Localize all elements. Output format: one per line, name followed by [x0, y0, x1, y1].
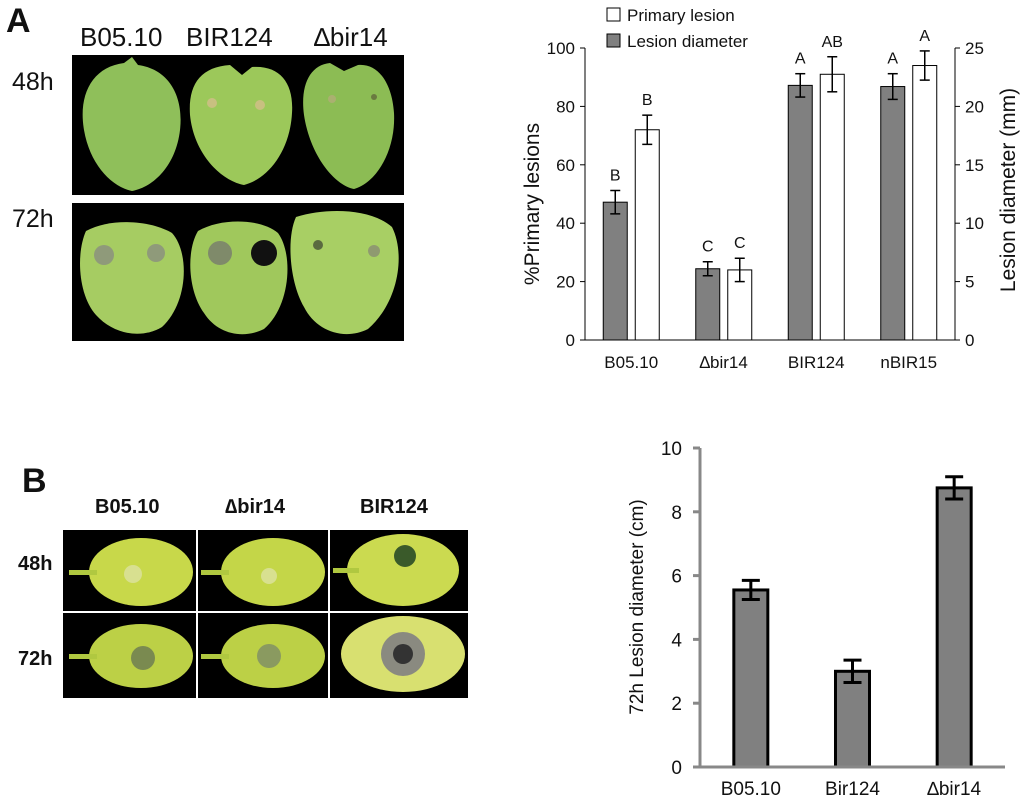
photo-b-col-1: B05.10 [95, 496, 160, 518]
chart-a-bar [695, 268, 721, 341]
panel-b-letter: B [22, 462, 47, 500]
legend-label-lesion-diameter: Lesion diameter [627, 32, 748, 51]
chart-a-y2tick-label: 0 [965, 331, 974, 350]
chart-a-y2tick-label: 25 [965, 39, 984, 58]
chart-b-ytick-label: 0 [671, 758, 682, 779]
chart-a-ytick-label: 20 [556, 273, 575, 292]
chart-a-y2label: Lesion diameter (mm) [997, 88, 1020, 292]
chart-b-xtick-label: B05.10 [721, 779, 781, 800]
chart-a-ytick-label: 60 [556, 156, 575, 175]
chart-b-ytick-label: 8 [671, 503, 682, 524]
chart-a-significance-letter: C [702, 239, 714, 256]
chart-b-ytick-label: 4 [671, 630, 682, 651]
chart-a-significance-letter: B [610, 167, 621, 184]
chart-a-y2tick-label: 20 [965, 97, 984, 116]
photo-b-col-3: BIR124 [360, 496, 428, 518]
photo-a-row-1: 48h [12, 68, 54, 96]
photo-b-row-1: 48h [18, 553, 53, 575]
legend-swatch-lesion-diameter [606, 33, 621, 48]
chart-a-xtick-label: B05.10 [604, 353, 658, 372]
chart-b-bar [732, 588, 770, 769]
chart-b: 0 2 4 6 8 10 B05.10 Bir124 ∆bir14 72h Lesion dia… [627, 439, 1005, 800]
leaf-photo-grid-b [63, 530, 468, 698]
photo-a-col-3: ∆bir14 [314, 22, 388, 52]
chart-a-ylabel: %Primary lesions [521, 123, 544, 285]
chart-a-bar [602, 201, 628, 341]
chart-a-significance-letter: C [734, 235, 746, 252]
chart-a-significance-letter: A [919, 28, 930, 45]
chart-a-ytick-label: 80 [556, 97, 575, 116]
photo-b-col-2: ∆bir14 [225, 496, 286, 518]
chart-b-xtick-label: ∆bir14 [927, 779, 981, 800]
chart-a-bar [912, 65, 938, 341]
panel-a-letter: A [6, 2, 31, 40]
chart-a-ytick-label: 100 [547, 39, 575, 58]
photo-a-row-2: 72h [12, 205, 54, 233]
chart-a-xtick-label: nBIR15 [880, 353, 937, 372]
chart-a-significance-letter: B [642, 92, 653, 109]
chart-a-xtick-label: BIR124 [788, 353, 845, 372]
leaf-photo-72h-a [72, 203, 404, 341]
chart-a-bar [880, 86, 906, 341]
chart-b-bar [834, 669, 871, 769]
chart-b-ytick-label: 2 [671, 694, 682, 715]
chart-a-significance-letter: A [795, 51, 806, 68]
chart-a-bar [787, 84, 813, 341]
chart-b-xtick-label: Bir124 [825, 779, 880, 800]
legend-label-primary-lesion: Primary lesion [627, 6, 735, 25]
photo-a-col-2: BIR124 [186, 22, 273, 52]
chart-a-bar [634, 129, 660, 341]
chart-a-y2tick-label: 10 [965, 214, 984, 233]
chart-a: 0 20 40 60 80 100 0 5 10 15 20 25 B05.10 B B ∆bir14 C C BI… [521, 6, 1020, 372]
photo-b-row-2: 72h [18, 648, 53, 670]
leaf-photo-48h-a [72, 55, 404, 195]
chart-a-ytick-label: 0 [566, 331, 575, 350]
legend-swatch-primary-lesion [606, 7, 621, 22]
chart-a-bar [727, 269, 753, 341]
chart-b-ylabel: 72h Lesion diameter (cm) [627, 499, 648, 714]
chart-b-ytick-label: 10 [661, 439, 682, 460]
chart-b-bar [935, 486, 973, 769]
chart-a-significance-letter: AB [822, 34, 843, 51]
chart-a-bar [819, 73, 845, 341]
chart-a-xtick-label: ∆bir14 [700, 353, 748, 372]
chart-a-ytick-label: 40 [556, 214, 575, 233]
photo-a-col-1: B05.10 [80, 22, 163, 52]
chart-b-ytick-label: 6 [671, 567, 682, 588]
chart-a-significance-letter: A [887, 51, 898, 68]
chart-a-y2tick-label: 15 [965, 156, 984, 175]
chart-a-y2tick-label: 5 [965, 273, 974, 292]
